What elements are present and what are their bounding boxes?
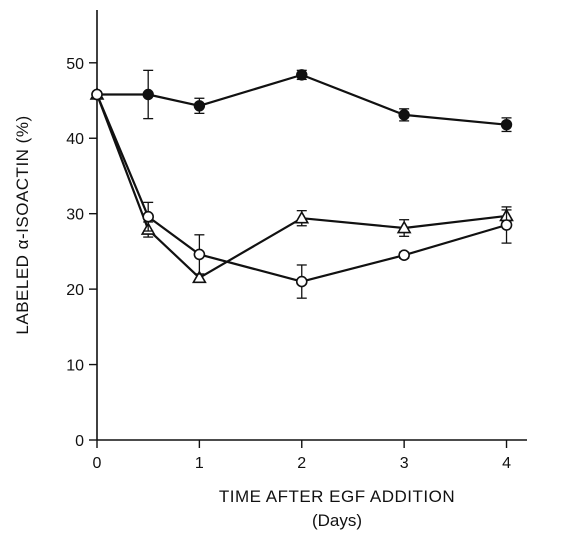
series-layer	[89, 69, 514, 299]
x-tick-label: 0	[93, 455, 102, 472]
series-line	[97, 73, 507, 126]
series-line	[95, 94, 507, 279]
data-point	[193, 100, 206, 112]
data-point	[295, 275, 308, 288]
axes	[96, 10, 527, 441]
data-point	[91, 88, 103, 101]
data-point	[500, 118, 513, 131]
x-ticks: 0 1 2 3 4	[93, 440, 511, 472]
y-axis-label: LABELED α-ISOACTIN (%)	[13, 115, 32, 334]
data-point	[192, 270, 207, 284]
y-tick-label: 40	[66, 131, 84, 148]
data-point	[296, 69, 308, 81]
x-tick-label: 2	[297, 455, 306, 472]
x-tick-label: 4	[502, 455, 511, 472]
x-tick-label: 3	[400, 455, 409, 472]
data-point	[398, 249, 410, 261]
y-tick-label: 20	[66, 282, 84, 299]
y-tick-label: 0	[75, 433, 84, 450]
y-tick-label: 50	[66, 56, 84, 73]
y-tick-label: 10	[66, 358, 84, 375]
data-point	[398, 109, 410, 121]
data-point	[500, 219, 513, 231]
data-point	[142, 88, 154, 101]
y-ticks: 0 10 20 30 40 50	[66, 56, 97, 450]
data-point	[294, 210, 310, 224]
y-tick-label: 30	[66, 207, 84, 224]
series-open-circle	[91, 88, 513, 299]
series-filled-circle	[91, 69, 513, 133]
x-axis-label: TIME AFTER EGF ADDITION	[219, 487, 455, 506]
data-point	[142, 210, 154, 223]
x-axis-sublabel: (Days)	[312, 511, 362, 530]
data-point	[193, 248, 206, 261]
data-point	[396, 220, 412, 234]
x-tick-label: 1	[195, 455, 204, 472]
series-open-triangle	[89, 86, 514, 284]
series-line	[95, 94, 507, 283]
